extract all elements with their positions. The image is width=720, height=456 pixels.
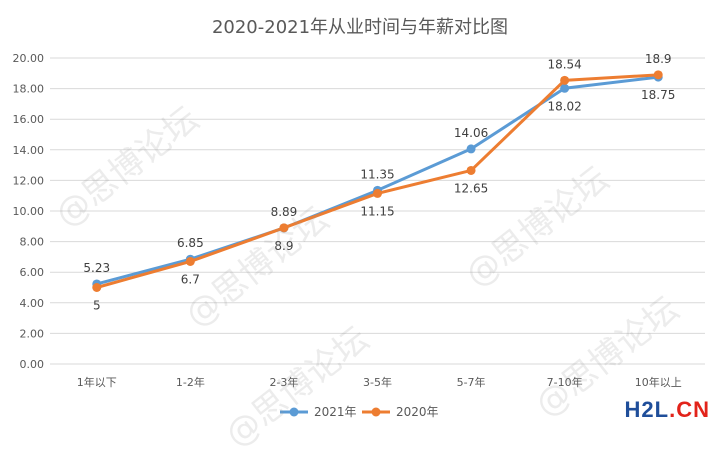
y-tick-label: 14.00: [13, 144, 45, 157]
data-point: [653, 70, 663, 80]
legend-label: 2021年: [314, 405, 357, 419]
data-label: 18.54: [547, 57, 581, 71]
x-tick-label: 5-7年: [457, 375, 486, 389]
data-label: 5: [93, 299, 101, 313]
x-tick-label: 7-10年: [547, 375, 583, 389]
x-tick-label: 1-2年: [176, 375, 205, 389]
data-point: [560, 83, 570, 93]
y-tick-label: 16.00: [13, 113, 45, 126]
data-label: 11.15: [360, 204, 394, 218]
x-tick-label: 3-5年: [363, 375, 392, 389]
y-tick-label: 10.00: [13, 205, 45, 218]
data-point: [560, 75, 570, 85]
y-tick-label: 6.00: [20, 266, 45, 279]
brand-accent: .CN: [669, 397, 710, 422]
data-point: [92, 283, 102, 292]
legend-label: 2020年: [396, 405, 439, 419]
y-tick-label: 18.00: [13, 83, 45, 96]
chart-title: 2020-2021年从业时间与年薪对比图: [212, 17, 508, 38]
x-tick-label: 2-3年: [269, 375, 298, 389]
y-tick-label: 20.00: [13, 52, 45, 65]
data-label: 14.06: [454, 126, 488, 140]
legend-marker: [289, 407, 299, 417]
data-point: [466, 165, 476, 175]
data-label: 5.23: [83, 261, 110, 275]
data-label: 18.75: [641, 88, 675, 102]
line-chart: 2020-2021年从业时间与年薪对比图 0.00 2.00 4.00 6.00 8.00…: [13, 17, 705, 419]
data-label: 11.35: [360, 167, 394, 181]
data-label: 8.9: [274, 239, 293, 253]
x-tick-label: 1年以下: [77, 375, 117, 389]
legend-marker: [371, 407, 381, 417]
data-label: 6.7: [181, 272, 200, 286]
x-tick-label: 10年以上: [635, 375, 682, 389]
data-label: 6.85: [177, 236, 204, 250]
data-point: [185, 256, 195, 266]
y-tick-label: 0.00: [20, 358, 45, 371]
y-tick-label: 8.00: [20, 236, 45, 249]
data-point: [373, 188, 382, 198]
brand-logo: H2L.CN: [625, 397, 710, 423]
data-point: [466, 144, 476, 154]
data-label: 18.9: [645, 52, 672, 66]
data-label: 12.65: [454, 181, 488, 195]
brand-main: H2L: [624, 397, 670, 422]
y-tick-label: 2.00: [20, 327, 45, 340]
data-label: 8.89: [271, 205, 298, 219]
y-tick-label: 4.00: [20, 297, 45, 310]
data-point: [279, 223, 289, 233]
data-label: 18.02: [547, 99, 581, 113]
y-tick-label: 12.00: [13, 174, 45, 187]
chart-canvas: 2020-2021年从业时间与年薪对比图 0.00 2.00 4.00 6.00 8.00…: [13, 17, 705, 419]
